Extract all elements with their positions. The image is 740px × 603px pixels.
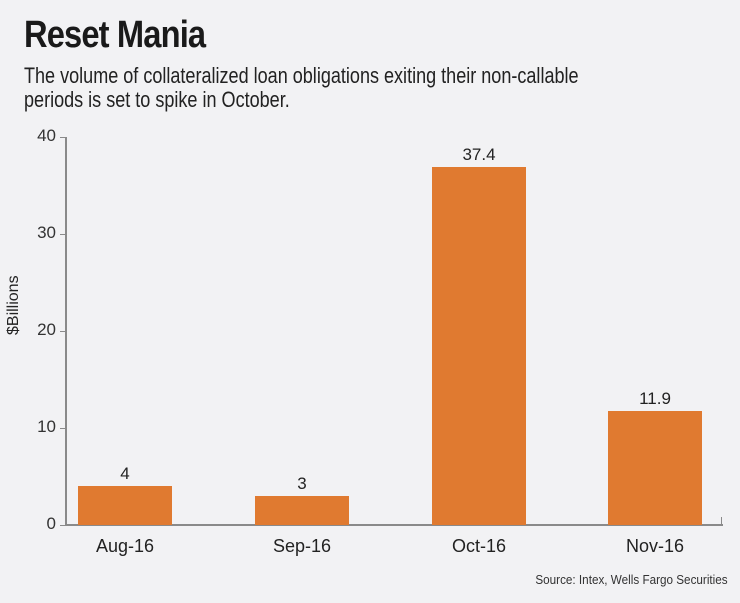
y-tick-20: 20 [37, 320, 56, 339]
x-axis-line [65, 524, 723, 526]
y-tick-mark [60, 331, 66, 332]
x-label-nov-16: Nov-16 [625, 536, 685, 556]
subtitle-line-2: periods is set to spike in October. [24, 87, 290, 112]
y-tick-mark [60, 428, 66, 429]
y-tick-0: 0 [46, 514, 56, 533]
x-label-oct-16: Oct-16 [451, 536, 507, 556]
value-label-sep-16: 3 [297, 474, 307, 493]
value-label-oct-16: 37.4 [462, 145, 496, 164]
bar-aug-16 [78, 486, 172, 525]
chart-title: Reset Mania [24, 14, 206, 56]
subtitle-line-1: The volume of collateralized loan obliga… [24, 63, 579, 88]
y-axis-line [65, 137, 67, 526]
y-tick-30: 30 [37, 223, 56, 242]
bar-oct-16 [432, 167, 526, 525]
chart-subtitle: The volume of collateralized loan obliga… [24, 64, 696, 112]
x-label-sep-16: Sep-16 [272, 536, 332, 556]
x-label-aug-16: Aug-16 [95, 536, 155, 556]
source-note: Source: Intex, Wells Fargo Securities [535, 572, 728, 587]
y-tick-mark [60, 525, 66, 526]
x-axis-end-tick [721, 517, 722, 525]
y-tick-40: 40 [37, 126, 56, 145]
y-tick-10: 10 [37, 417, 56, 436]
value-label-nov-16: 11.9 [639, 389, 671, 408]
y-tick-mark [60, 137, 66, 138]
bar-sep-16 [255, 496, 349, 525]
value-label-aug-16: 4 [120, 464, 130, 483]
bar-nov-16 [608, 411, 702, 525]
y-tick-mark [60, 234, 66, 235]
